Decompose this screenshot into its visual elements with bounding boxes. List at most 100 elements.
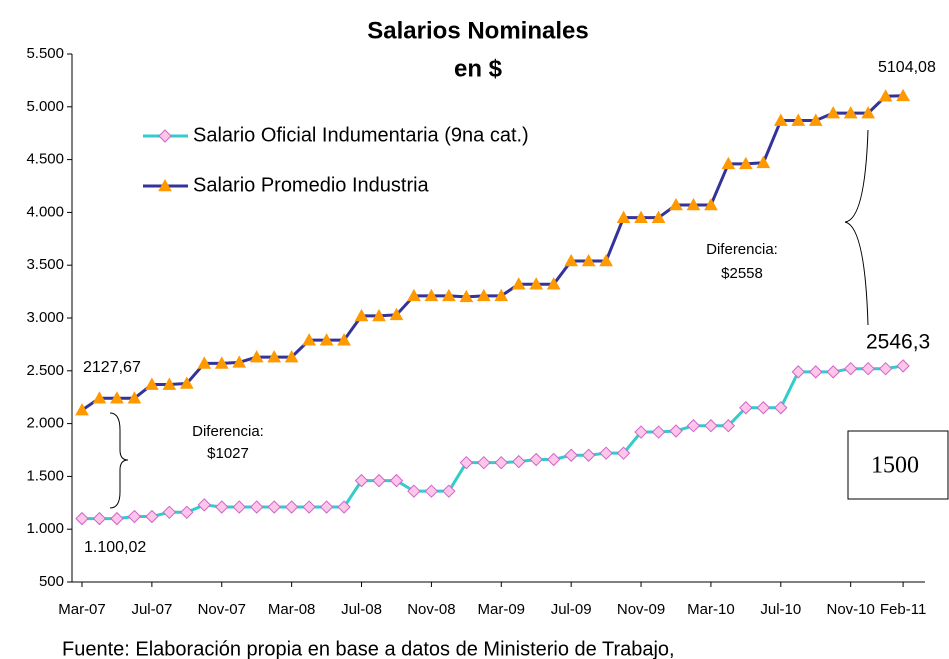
- data-point: [494, 455, 508, 470]
- data-point: [459, 289, 474, 303]
- data-point: [162, 377, 177, 390]
- annotation: Diferencia:: [706, 241, 778, 258]
- data-point: [197, 498, 211, 512]
- legend-marker: [158, 129, 172, 143]
- data-point: [372, 308, 386, 322]
- annotation: 1500: [871, 453, 919, 479]
- x-tick-label: Jul-09: [551, 601, 592, 618]
- y-tick-label: 4.500: [26, 151, 64, 168]
- y-tick-label: 500: [39, 573, 64, 590]
- chart-subtitle: en $: [454, 55, 503, 82]
- annotation: 1.100,02: [84, 539, 146, 556]
- data-point: [546, 277, 561, 290]
- legend-label: Salario Oficial Indumentaria (9na cat.): [193, 124, 529, 146]
- data-point: [372, 473, 386, 488]
- annotation: 2127,67: [83, 359, 141, 376]
- x-tick-label: Jul-08: [341, 601, 382, 618]
- data-point: [843, 106, 858, 119]
- legend-marker: [158, 178, 172, 192]
- data-point: [337, 500, 351, 514]
- data-point: [721, 419, 736, 433]
- data-point: [791, 113, 806, 126]
- data-point: [389, 307, 404, 321]
- annotation: $1027: [207, 445, 249, 462]
- data-point: [214, 356, 229, 369]
- data-point: [476, 288, 491, 302]
- data-point: [284, 350, 299, 363]
- data-point: [459, 455, 474, 470]
- data-point: [809, 365, 823, 379]
- data-point: [442, 288, 456, 302]
- data-point: [267, 350, 282, 363]
- data-point: [75, 511, 89, 526]
- data-point: [686, 419, 701, 433]
- data-point: [791, 365, 805, 379]
- data-point: [878, 89, 893, 102]
- data-point: [215, 500, 229, 514]
- y-tick-label: 3.000: [26, 309, 64, 326]
- data-point: [686, 197, 701, 211]
- y-tick-label: 5.000: [26, 98, 64, 115]
- data-point: [739, 401, 753, 415]
- data-point: [180, 505, 194, 520]
- chart-title: Salarios Nominales: [367, 17, 588, 44]
- data-point: [477, 455, 491, 470]
- footnote: Fuente: Elaboración propia en base a dat…: [62, 638, 675, 659]
- data-point: [651, 210, 666, 223]
- data-point: [511, 277, 526, 290]
- data-point: [861, 361, 875, 376]
- data-point: [110, 511, 124, 526]
- data-point: [773, 113, 788, 126]
- data-point: [774, 401, 788, 415]
- data-point: [319, 500, 334, 514]
- data-point: [669, 424, 683, 438]
- data-point: [896, 88, 910, 102]
- data-point: [704, 197, 718, 211]
- y-tick-label: 2.500: [26, 362, 64, 379]
- data-point: [861, 106, 875, 119]
- data-point: [669, 197, 683, 211]
- x-tick-label: Mar-07: [58, 601, 106, 618]
- data-point: [739, 156, 753, 170]
- data-point: [564, 448, 578, 462]
- x-tick-label: Mar-10: [687, 601, 735, 618]
- data-point: [354, 308, 369, 322]
- data-point: [581, 448, 596, 462]
- data-point: [564, 253, 579, 267]
- data-point: [616, 446, 631, 460]
- x-tick-label: Mar-08: [268, 601, 316, 618]
- data-point: [529, 452, 543, 467]
- data-point: [826, 106, 841, 119]
- brace-left: [109, 412, 129, 509]
- y-tick-label: 4.000: [26, 203, 64, 220]
- data-point: [808, 113, 823, 126]
- x-tick-label: Feb-11: [880, 601, 926, 618]
- data-point: [92, 511, 107, 526]
- data-point: [249, 350, 264, 363]
- x-tick-label: Nov-08: [407, 601, 455, 618]
- data-point: [127, 509, 142, 524]
- data-point: [179, 376, 194, 389]
- data-point: [302, 333, 316, 346]
- data-point: [284, 500, 299, 514]
- legend-label: Salario Promedio Industria: [193, 174, 430, 196]
- annotation-box: [847, 430, 949, 500]
- data-point: [442, 484, 456, 498]
- data-point: [424, 288, 439, 302]
- data-point: [232, 500, 246, 514]
- data-point: [407, 484, 421, 498]
- annotation: 2546,3: [866, 331, 930, 354]
- data-point: [319, 333, 334, 346]
- y-tick-label: 1.500: [26, 467, 64, 484]
- data-point: [878, 361, 893, 376]
- x-tick-label: Jul-10: [760, 601, 801, 618]
- data-point: [424, 484, 439, 498]
- x-tick-label: Nov-09: [617, 601, 665, 618]
- data-point: [354, 473, 369, 488]
- data-point: [634, 210, 648, 223]
- data-point: [232, 355, 247, 368]
- data-point: [75, 403, 89, 416]
- data-point: [389, 473, 404, 488]
- data-point: [145, 377, 159, 390]
